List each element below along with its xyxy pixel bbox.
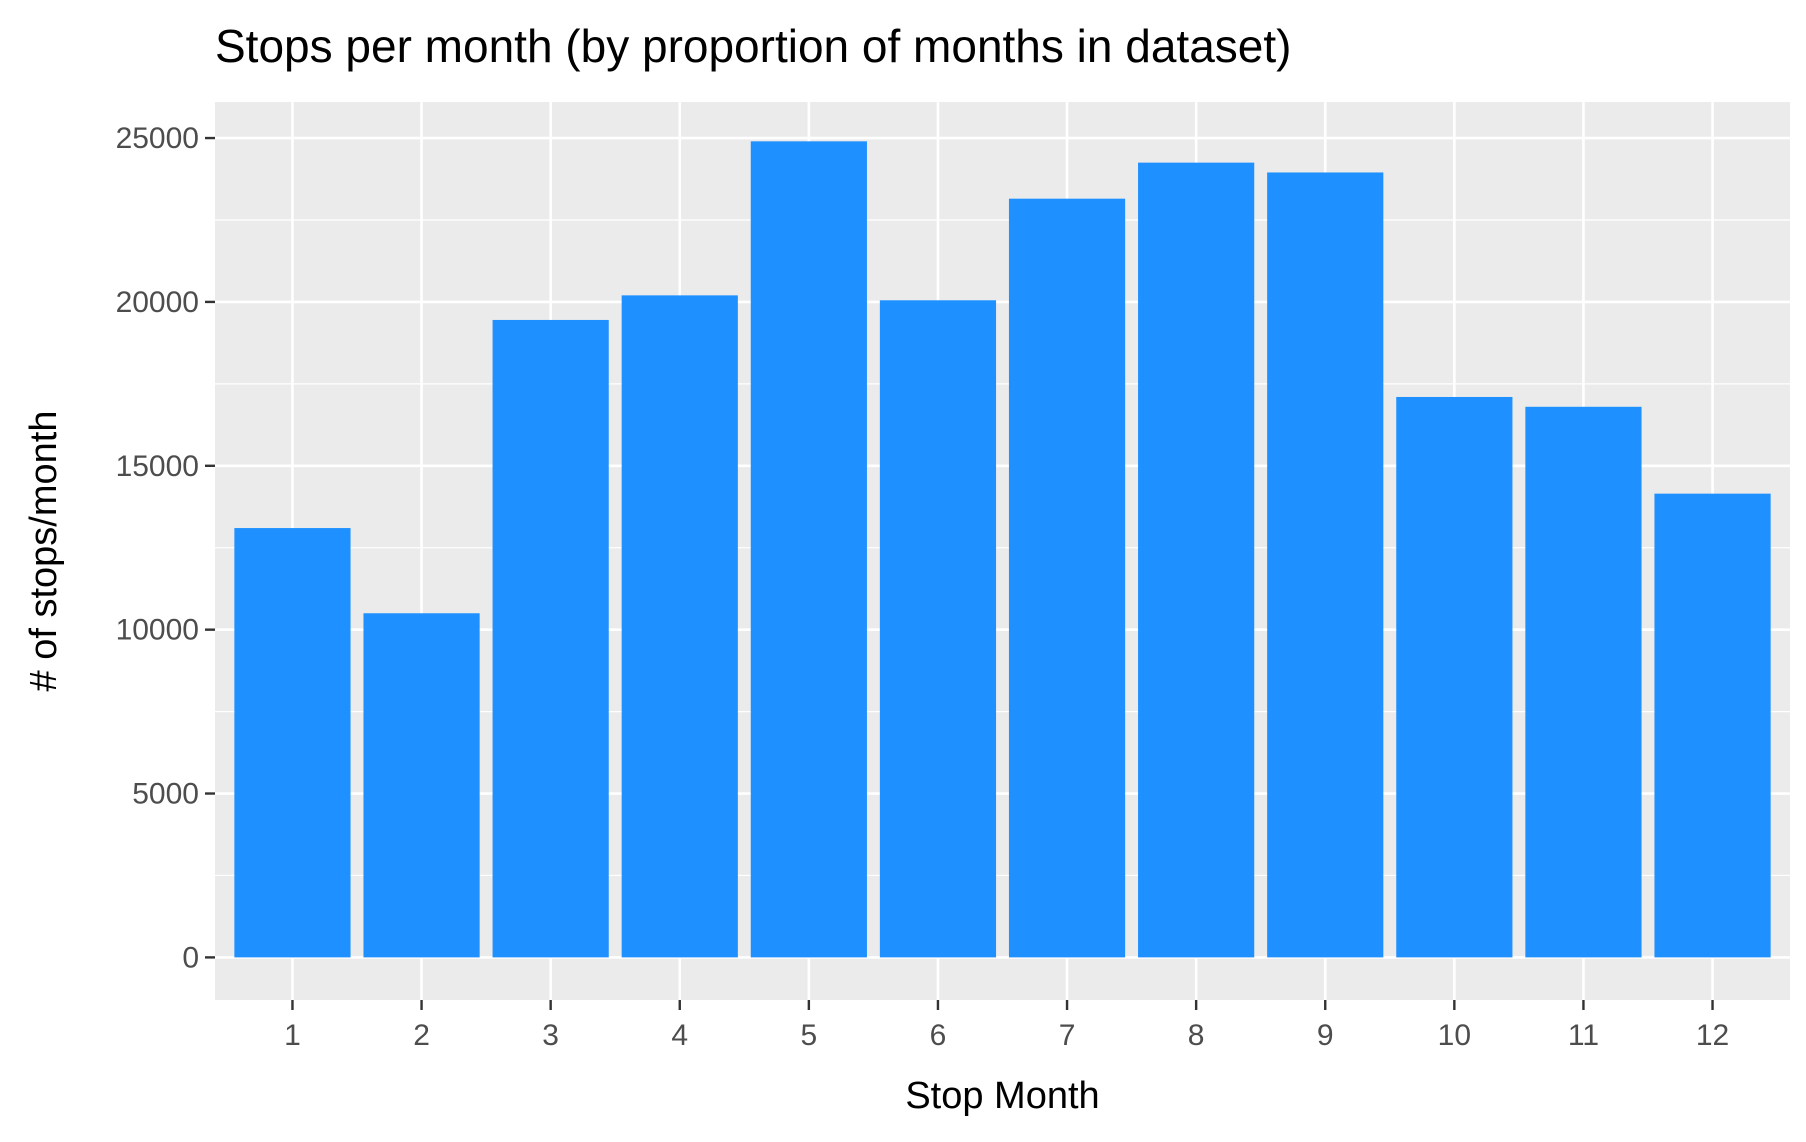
bar — [363, 613, 480, 958]
bar — [1138, 162, 1255, 958]
y-axis: 0 5000 10000 15000 20000 25000 — [116, 122, 215, 974]
y-tick-label: 25000 — [116, 122, 199, 155]
bar — [492, 319, 609, 958]
y-tick-label: 0 — [182, 941, 199, 974]
y-tick-label: 20000 — [116, 286, 199, 319]
x-axis-title: Stop Month — [905, 1075, 1099, 1117]
bars — [234, 141, 1771, 958]
x-axis: 1 2 3 4 5 6 7 8 9 10 11 12 — [284, 1000, 1729, 1052]
bar — [1396, 396, 1513, 958]
bar — [1267, 172, 1384, 958]
bar — [621, 295, 738, 958]
y-tick-label: 5000 — [132, 778, 199, 811]
bar — [1654, 493, 1771, 958]
y-axis-title: # of stops/month — [23, 411, 65, 692]
bar — [234, 528, 351, 958]
x-tick-label: 11 — [1568, 1019, 1599, 1052]
x-tick-label: 7 — [1059, 1019, 1076, 1052]
x-tick-label: 2 — [413, 1019, 430, 1052]
x-tick-label: 3 — [542, 1019, 559, 1052]
x-tick-label: 8 — [1188, 1019, 1205, 1052]
bar — [879, 300, 997, 958]
x-tick-label: 10 — [1438, 1019, 1471, 1052]
bar — [750, 141, 867, 958]
chart-title: Stops per month (by proportion of months… — [215, 20, 1291, 72]
x-tick-label: 6 — [930, 1019, 947, 1052]
bar — [1008, 198, 1126, 958]
x-tick-label: 12 — [1696, 1019, 1729, 1052]
x-tick-label: 5 — [801, 1019, 818, 1052]
x-tick-label: 1 — [284, 1019, 301, 1052]
x-tick-label: 4 — [671, 1019, 688, 1052]
y-tick-label: 10000 — [116, 614, 199, 647]
bar — [1525, 406, 1642, 958]
x-tick-label: 9 — [1317, 1019, 1334, 1052]
y-tick-label: 15000 — [116, 450, 199, 483]
